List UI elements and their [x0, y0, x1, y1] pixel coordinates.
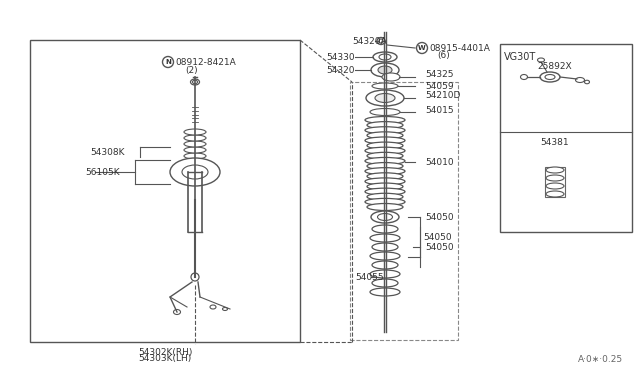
- Text: (6): (6): [437, 51, 450, 60]
- Ellipse shape: [370, 252, 400, 260]
- Ellipse shape: [365, 127, 405, 134]
- Ellipse shape: [223, 308, 227, 311]
- Ellipse shape: [170, 158, 220, 186]
- Ellipse shape: [546, 167, 564, 173]
- Text: 54059: 54059: [425, 81, 454, 90]
- Ellipse shape: [584, 80, 589, 84]
- Text: 54330: 54330: [326, 52, 355, 61]
- Bar: [350, 82, 458, 340]
- Text: 54320A: 54320A: [352, 36, 387, 45]
- Ellipse shape: [372, 261, 398, 269]
- Ellipse shape: [365, 198, 405, 205]
- Text: 54325: 54325: [425, 70, 454, 78]
- Ellipse shape: [365, 168, 405, 175]
- Ellipse shape: [366, 90, 404, 106]
- Text: 54210D: 54210D: [425, 90, 460, 99]
- Text: N: N: [165, 59, 171, 65]
- Ellipse shape: [173, 310, 180, 314]
- Ellipse shape: [367, 142, 403, 149]
- Ellipse shape: [365, 188, 405, 195]
- Ellipse shape: [184, 129, 206, 135]
- Text: 08912-8421A: 08912-8421A: [175, 58, 236, 67]
- Ellipse shape: [371, 211, 399, 223]
- Bar: [545, 167, 565, 197]
- Ellipse shape: [191, 79, 200, 85]
- Ellipse shape: [367, 132, 403, 139]
- Ellipse shape: [184, 159, 206, 165]
- Text: 54015: 54015: [425, 106, 454, 115]
- Ellipse shape: [520, 74, 527, 80]
- Text: 54320: 54320: [326, 65, 355, 74]
- Text: 56105K: 56105K: [85, 167, 120, 176]
- Text: 54010: 54010: [425, 157, 454, 167]
- Ellipse shape: [367, 122, 403, 129]
- Ellipse shape: [210, 305, 216, 309]
- Text: W: W: [418, 45, 426, 51]
- Ellipse shape: [370, 270, 400, 278]
- Text: 54055: 54055: [355, 273, 383, 282]
- Ellipse shape: [370, 234, 400, 242]
- Text: 54302K(RH): 54302K(RH): [138, 347, 192, 356]
- Ellipse shape: [367, 163, 403, 170]
- Ellipse shape: [372, 243, 398, 251]
- Ellipse shape: [540, 72, 560, 82]
- Ellipse shape: [365, 178, 405, 185]
- Text: 54050: 54050: [423, 232, 452, 241]
- Ellipse shape: [372, 83, 398, 89]
- Ellipse shape: [379, 54, 391, 60]
- Ellipse shape: [184, 147, 206, 153]
- Text: 08915-4401A: 08915-4401A: [429, 44, 490, 52]
- Ellipse shape: [367, 203, 403, 211]
- Text: 54050: 54050: [425, 243, 454, 251]
- Ellipse shape: [545, 74, 555, 80]
- Ellipse shape: [367, 173, 403, 180]
- Ellipse shape: [382, 73, 400, 81]
- Ellipse shape: [365, 147, 405, 154]
- Ellipse shape: [538, 58, 545, 62]
- Ellipse shape: [182, 165, 208, 179]
- Ellipse shape: [367, 193, 403, 200]
- Ellipse shape: [184, 135, 206, 141]
- Ellipse shape: [365, 157, 405, 164]
- Ellipse shape: [184, 141, 206, 147]
- Ellipse shape: [546, 175, 564, 181]
- Text: 25892X: 25892X: [538, 61, 572, 71]
- Ellipse shape: [367, 152, 403, 159]
- Ellipse shape: [378, 214, 392, 221]
- Ellipse shape: [365, 137, 405, 144]
- Ellipse shape: [372, 225, 398, 233]
- Ellipse shape: [546, 191, 564, 197]
- Ellipse shape: [546, 183, 564, 189]
- Text: A·0∗·0.25: A·0∗·0.25: [577, 355, 623, 364]
- Ellipse shape: [377, 38, 385, 45]
- Ellipse shape: [373, 52, 397, 62]
- Ellipse shape: [191, 273, 199, 281]
- Ellipse shape: [370, 288, 400, 296]
- Ellipse shape: [378, 66, 392, 74]
- Text: 54308K: 54308K: [90, 148, 125, 157]
- Ellipse shape: [184, 153, 206, 159]
- Ellipse shape: [379, 39, 383, 43]
- Ellipse shape: [193, 80, 198, 84]
- Ellipse shape: [575, 77, 584, 83]
- Ellipse shape: [375, 93, 395, 103]
- Ellipse shape: [371, 63, 399, 77]
- Ellipse shape: [370, 109, 400, 115]
- Text: (2): (2): [185, 65, 198, 74]
- Bar: [500, 44, 632, 232]
- Text: 54050: 54050: [425, 212, 454, 221]
- Text: VG30T: VG30T: [504, 52, 536, 62]
- Ellipse shape: [372, 279, 398, 287]
- Ellipse shape: [365, 116, 405, 124]
- Bar: [30, 40, 300, 342]
- Ellipse shape: [367, 183, 403, 190]
- Text: 54303K(LH): 54303K(LH): [138, 355, 191, 363]
- Text: 54381: 54381: [541, 138, 570, 147]
